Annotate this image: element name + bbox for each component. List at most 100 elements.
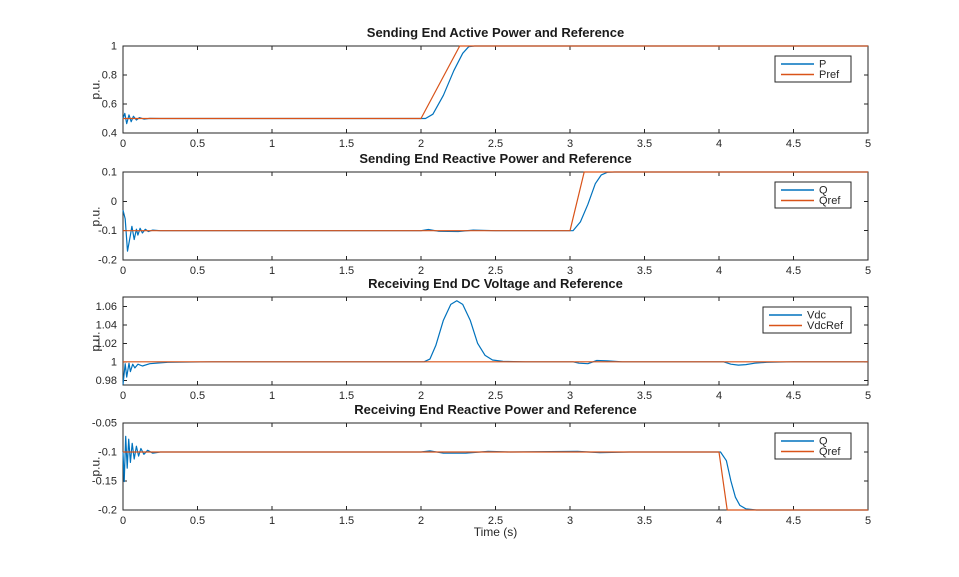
svg-text:3.5: 3.5 bbox=[637, 265, 652, 277]
svg-text:-0.05: -0.05 bbox=[92, 418, 117, 430]
tick-marks bbox=[122, 422, 869, 511]
subplot4-title: Receiving End Reactive Power and Referen… bbox=[354, 402, 637, 417]
legend-box bbox=[774, 181, 852, 209]
tick-marks bbox=[122, 171, 869, 261]
svg-text:4.5: 4.5 bbox=[786, 515, 801, 527]
series-line-Q bbox=[122, 171, 868, 252]
svg-text:-0.1: -0.1 bbox=[98, 225, 117, 237]
x-axis-label: Time (s) bbox=[473, 525, 518, 539]
svg-text:2: 2 bbox=[418, 515, 424, 527]
subplot-4: 0 0.5 1 1.5 2 2.5 3 3.5 4 4.5 5 -0.2 -0.15 -0.1 -0.05 Q… bbox=[92, 418, 871, 528]
svg-text:0: 0 bbox=[120, 515, 126, 527]
svg-text:1.5: 1.5 bbox=[339, 515, 354, 527]
svg-text:1: 1 bbox=[111, 356, 117, 368]
svg-text:3: 3 bbox=[567, 390, 573, 402]
series-line-Vdc bbox=[122, 300, 868, 385]
legend-label: Q bbox=[819, 436, 828, 448]
svg-text:4: 4 bbox=[716, 265, 722, 277]
subplot-3: 0 0.5 1 1.5 2 2.5 3 3.5 4 4.5 5 0.98 1 1.02 1.04 1.06 Vd… bbox=[96, 296, 871, 402]
svg-text:1: 1 bbox=[269, 265, 275, 277]
svg-text:1: 1 bbox=[269, 138, 275, 150]
svg-text:0.5: 0.5 bbox=[190, 265, 205, 277]
svg-text:0: 0 bbox=[120, 390, 126, 402]
legend-label: P bbox=[819, 59, 826, 71]
svg-text:1: 1 bbox=[269, 515, 275, 527]
svg-text:5: 5 bbox=[865, 138, 871, 150]
axes-box bbox=[122, 171, 869, 261]
svg-text:0: 0 bbox=[111, 196, 117, 208]
svg-text:1.5: 1.5 bbox=[339, 390, 354, 402]
svg-text:4.5: 4.5 bbox=[786, 390, 801, 402]
svg-text:4: 4 bbox=[716, 515, 722, 527]
svg-text:0.4: 0.4 bbox=[102, 128, 117, 140]
svg-text:2: 2 bbox=[418, 138, 424, 150]
y-tick-labels: 0.4 0.6 0.8 1 bbox=[102, 41, 117, 140]
svg-text:4.5: 4.5 bbox=[786, 138, 801, 150]
y-tick-labels: -0.2 -0.15 -0.1 -0.05 bbox=[92, 418, 117, 517]
svg-text:3: 3 bbox=[567, 138, 573, 150]
svg-text:2.5: 2.5 bbox=[488, 265, 503, 277]
axes-box bbox=[122, 422, 869, 511]
x-tick-labels: 0 0.5 1 1.5 2 2.5 3 3.5 4 4.5 5 bbox=[120, 390, 871, 402]
svg-text:4: 4 bbox=[716, 138, 722, 150]
svg-text:-0.2: -0.2 bbox=[98, 505, 117, 517]
svg-text:2.5: 2.5 bbox=[488, 138, 503, 150]
y-tick-labels: 0.98 1 1.02 1.04 1.06 bbox=[96, 301, 117, 387]
tick-marks bbox=[122, 45, 869, 134]
svg-text:1: 1 bbox=[269, 390, 275, 402]
subplot1-title: Sending End Active Power and Reference bbox=[366, 25, 625, 40]
legend-label: Qref bbox=[819, 446, 841, 458]
svg-text:2: 2 bbox=[418, 390, 424, 402]
axes-box bbox=[122, 45, 869, 134]
svg-text:2.5: 2.5 bbox=[488, 390, 503, 402]
svg-text:1: 1 bbox=[111, 41, 117, 53]
subplot3-ylabel: p.u. bbox=[88, 331, 103, 352]
svg-text:0.1: 0.1 bbox=[102, 167, 117, 179]
series-line-Qref bbox=[123, 451, 868, 511]
subplot3-title: Receiving End DC Voltage and Reference bbox=[368, 276, 623, 291]
subplot2-title: Sending End Reactive Power and Reference bbox=[359, 151, 632, 166]
x-tick-labels: 0 0.5 1 1.5 2 2.5 3 3.5 4 4.5 5 bbox=[120, 515, 871, 527]
subplot4-ylabel: p.u. bbox=[88, 456, 103, 477]
x-tick-labels: 0 0.5 1 1.5 2 2.5 3 3.5 4 4.5 5 bbox=[120, 138, 871, 150]
subplot1-ylabel: p.u. bbox=[88, 79, 103, 100]
axes-box bbox=[122, 296, 869, 386]
series-line-Pref bbox=[123, 45, 868, 120]
svg-text:-0.15: -0.15 bbox=[92, 476, 117, 488]
svg-text:0.98: 0.98 bbox=[96, 375, 117, 387]
svg-text:5: 5 bbox=[865, 515, 871, 527]
y-tick-labels: -0.2 -0.1 0 0.1 bbox=[98, 167, 117, 267]
series-line-P bbox=[122, 45, 868, 125]
svg-text:3.5: 3.5 bbox=[637, 515, 652, 527]
svg-text:2.5: 2.5 bbox=[488, 515, 503, 527]
svg-text:0: 0 bbox=[120, 138, 126, 150]
legend-label: Vdc bbox=[807, 310, 826, 322]
legend-box bbox=[774, 432, 852, 460]
svg-text:-0.2: -0.2 bbox=[98, 255, 117, 267]
series-line-Q bbox=[122, 435, 868, 511]
svg-text:0.5: 0.5 bbox=[190, 390, 205, 402]
subplot2-ylabel: p.u. bbox=[88, 206, 103, 227]
svg-text:1.02: 1.02 bbox=[96, 338, 117, 350]
svg-text:3: 3 bbox=[567, 515, 573, 527]
svg-text:1.5: 1.5 bbox=[339, 265, 354, 277]
svg-text:3: 3 bbox=[567, 265, 573, 277]
svg-text:4: 4 bbox=[716, 390, 722, 402]
svg-text:0: 0 bbox=[120, 265, 126, 277]
svg-text:3.5: 3.5 bbox=[637, 390, 652, 402]
legend-label: Pref bbox=[819, 69, 840, 81]
legend-box bbox=[774, 55, 852, 83]
svg-text:4.5: 4.5 bbox=[786, 265, 801, 277]
legend-label: Qref bbox=[819, 195, 841, 207]
tick-marks bbox=[122, 297, 869, 385]
legend-box bbox=[762, 306, 852, 334]
svg-text:0.5: 0.5 bbox=[190, 515, 205, 527]
svg-text:1.06: 1.06 bbox=[96, 301, 117, 313]
svg-text:0.5: 0.5 bbox=[190, 138, 205, 150]
